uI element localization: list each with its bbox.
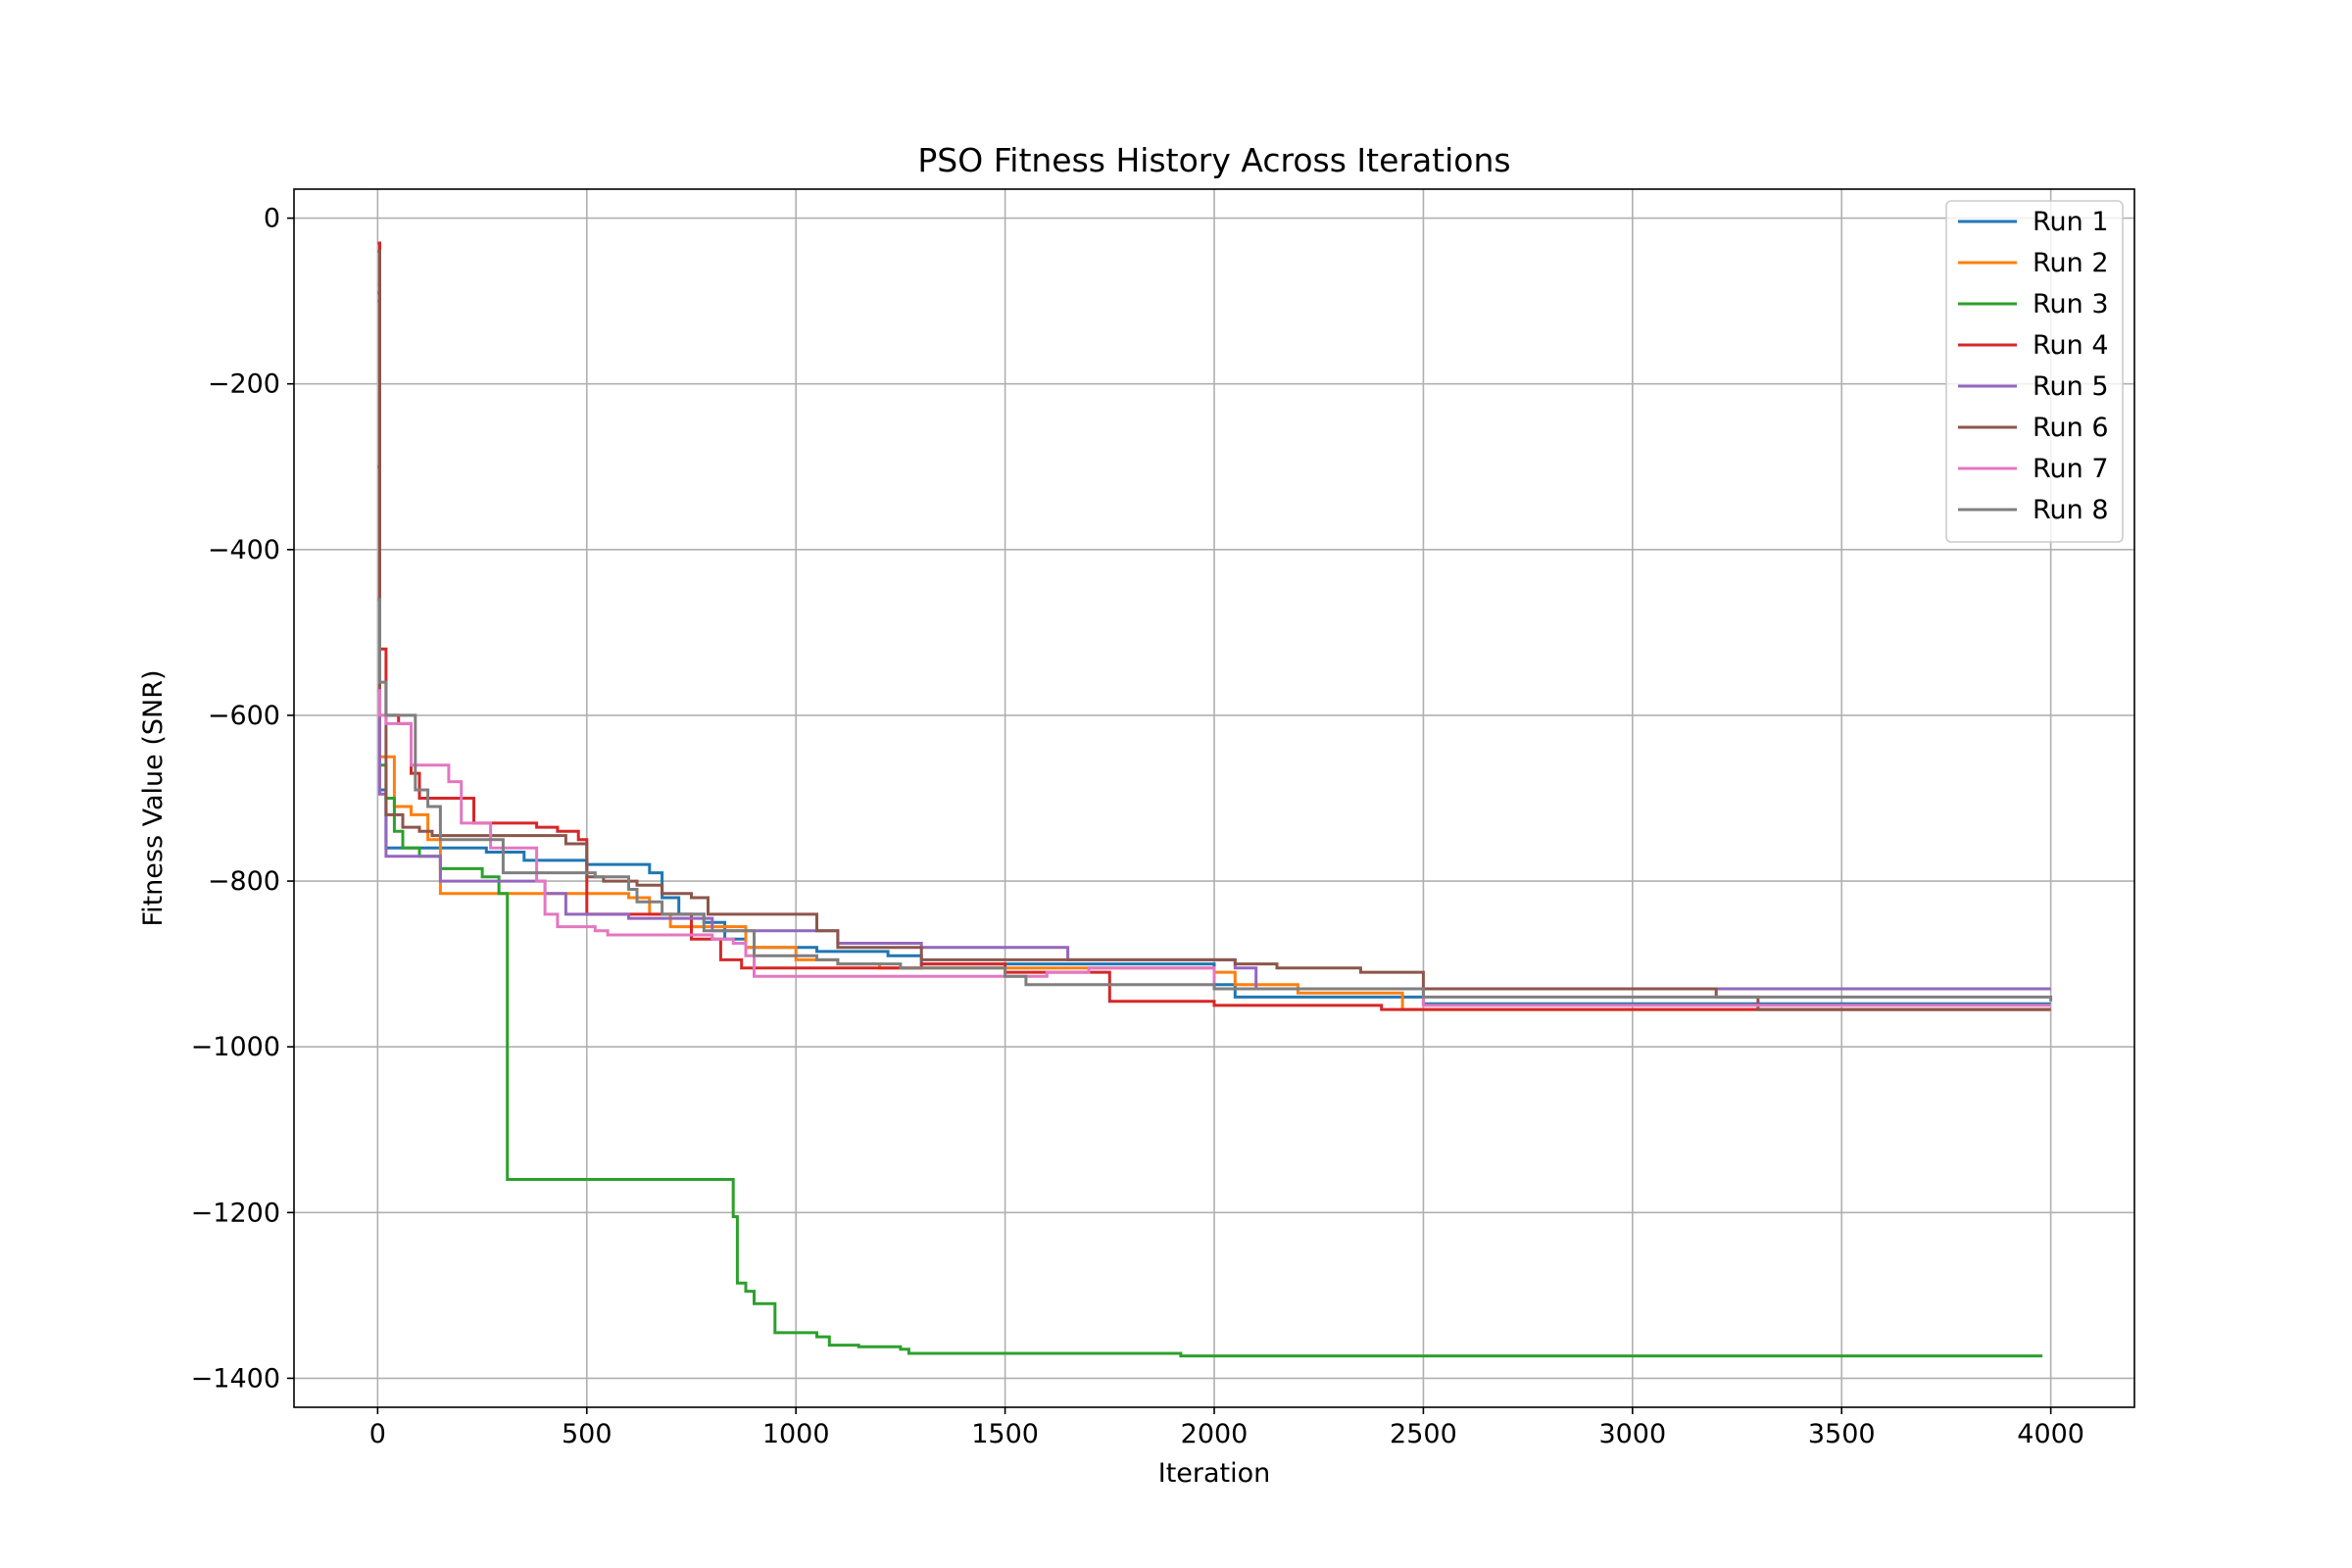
x-tick-label: 2000: [1181, 1419, 1249, 1449]
grid: [294, 189, 2134, 1407]
x-tick-label: 2500: [1390, 1419, 1457, 1449]
series-lines: [377, 241, 2053, 1358]
y-tick-label: −800: [208, 866, 280, 897]
series-line-run-8: [377, 598, 2053, 1002]
axis-ticks: 0 500 1000 1500 2000 2500 3000 3500 4000 0 −200 −40…: [191, 204, 2084, 1449]
legend-label: Run 7: [2033, 454, 2109, 484]
x-axis-label: Iteration: [1158, 1458, 1271, 1489]
y-tick-label: −1000: [191, 1032, 280, 1062]
legend-label: Run 8: [2033, 495, 2109, 525]
chart-title: PSO Fitness History Across Iterations: [917, 141, 1510, 179]
legend: Run 1 Run 2 Run 3 Run 4 Run 5 Run 6 Run 7 Run 8: [1945, 200, 2124, 543]
legend-label: Run 5: [2033, 371, 2109, 402]
y-tick-label: −600: [208, 701, 280, 731]
series-line-run-7: [377, 689, 2051, 1007]
legend-label: Run 4: [2033, 330, 2109, 361]
series-line-run-6: [377, 249, 2051, 1011]
x-tick-label: 1000: [762, 1419, 830, 1449]
y-axis-label: Fitness Value (SNR): [138, 670, 169, 927]
y-tick-label: −1200: [191, 1198, 280, 1228]
legend-label: Run 3: [2033, 289, 2109, 319]
x-tick-label: 1500: [971, 1419, 1039, 1449]
x-tick-label: 3000: [1598, 1419, 1666, 1449]
x-tick-label: 3500: [1808, 1419, 1876, 1449]
legend-label: Run 1: [2033, 207, 2109, 237]
legend-frame: [1945, 200, 2124, 543]
y-tick-label: −400: [208, 535, 280, 565]
x-tick-label: 0: [369, 1419, 386, 1449]
series-line-run-3: [377, 465, 2043, 1358]
legend-label: Run 6: [2033, 413, 2109, 443]
series-line-run-2: [377, 282, 2051, 1011]
y-tick-label: −200: [208, 369, 280, 400]
x-tick-label: 500: [562, 1419, 612, 1449]
y-tick-label: −1400: [191, 1363, 280, 1394]
x-tick-label: 4000: [2017, 1419, 2084, 1449]
y-tick-label: 0: [264, 204, 280, 234]
legend-label: Run 2: [2033, 248, 2109, 278]
